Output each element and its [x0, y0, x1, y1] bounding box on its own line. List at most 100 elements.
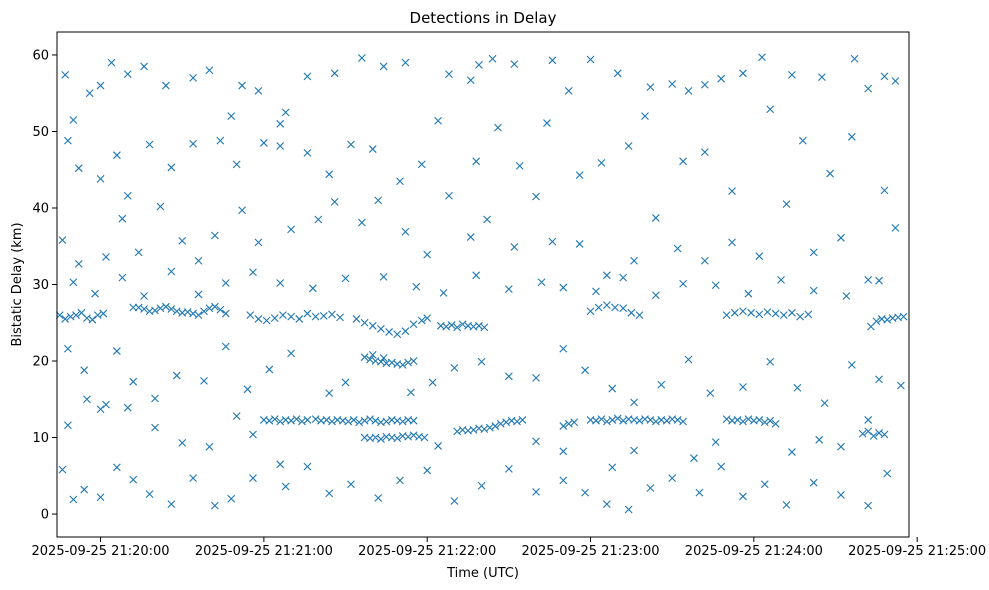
- data-point: [739, 307, 747, 316]
- data-point: [575, 171, 584, 179]
- data-point: [423, 466, 432, 475]
- data-point: [377, 324, 385, 333]
- data-point: [308, 284, 317, 293]
- data-point: [896, 381, 905, 390]
- data-point: [515, 162, 524, 170]
- data-point: [210, 302, 219, 311]
- data-point: [820, 399, 829, 407]
- data-point: [469, 425, 478, 434]
- data-point: [72, 311, 80, 319]
- data-point: [311, 312, 320, 321]
- data-point: [61, 70, 70, 79]
- data-point: [717, 74, 726, 83]
- data-point: [178, 438, 187, 447]
- data-point: [328, 417, 336, 426]
- data-point: [613, 414, 622, 423]
- data-point: [393, 434, 402, 443]
- data-point: [357, 54, 366, 62]
- data-point: [733, 416, 742, 424]
- data-point: [594, 303, 603, 312]
- data-point: [161, 302, 170, 311]
- data-point: [265, 365, 274, 374]
- data-point: [112, 151, 121, 160]
- data-point: [472, 271, 481, 280]
- data-point: [537, 278, 546, 287]
- data-point: [766, 105, 775, 114]
- data-point: [434, 442, 442, 450]
- data-point: [668, 80, 677, 88]
- data-point: [371, 416, 380, 425]
- data-point: [409, 320, 418, 329]
- data-point: [58, 465, 67, 474]
- data-point: [417, 160, 426, 169]
- data-point: [287, 225, 295, 234]
- data-point: [728, 238, 736, 247]
- data-point: [700, 80, 709, 89]
- data-point: [494, 123, 502, 132]
- data-point: [864, 276, 873, 284]
- data-point: [319, 311, 328, 320]
- x-tick-label: 2025-09-25 21:20:00: [32, 544, 170, 559]
- data-point: [352, 315, 361, 323]
- data-point: [581, 488, 589, 497]
- data-point: [730, 308, 739, 317]
- data-point: [287, 349, 295, 358]
- data-point: [485, 423, 494, 432]
- data-point: [872, 317, 881, 326]
- data-point: [651, 291, 660, 300]
- data-point: [423, 250, 432, 259]
- data-point: [837, 491, 845, 499]
- data-point: [210, 501, 219, 510]
- data-point: [295, 315, 304, 323]
- data-point: [287, 312, 295, 321]
- data-point: [679, 417, 687, 426]
- data-point: [112, 463, 121, 472]
- x-axis-ticks: 2025-09-25 21:20:00 2025-09-25 21:21:00 20…: [32, 537, 986, 559]
- data-point: [200, 307, 208, 316]
- data-point: [151, 423, 159, 432]
- data-point: [646, 416, 655, 424]
- data-point: [466, 233, 475, 241]
- data-point: [722, 415, 731, 424]
- data-point: [532, 373, 540, 382]
- x-axis-label: Time (UTC): [446, 566, 519, 581]
- data-point: [532, 192, 540, 201]
- data-point: [483, 215, 491, 224]
- y-axis-ticks: 0 10 20 30 40 50 60: [32, 48, 57, 523]
- data-point: [325, 389, 334, 398]
- data-point: [510, 60, 519, 69]
- data-point: [325, 170, 334, 179]
- data-point: [401, 227, 410, 236]
- data-point: [815, 435, 824, 444]
- data-point: [635, 311, 644, 319]
- data-point: [480, 425, 489, 434]
- data-point: [167, 163, 176, 172]
- data-point: [837, 442, 845, 451]
- data-point: [466, 76, 475, 85]
- data-point: [221, 279, 230, 287]
- data-point: [883, 469, 892, 478]
- data-point: [624, 505, 633, 514]
- data-point: [145, 140, 154, 149]
- data-point: [265, 416, 274, 425]
- data-point: [409, 431, 418, 440]
- data-point: [864, 84, 873, 93]
- data-point: [837, 233, 845, 242]
- x-tick-label: 2025-09-25 21:24:00: [685, 544, 823, 559]
- data-point: [303, 462, 312, 471]
- data-point: [641, 112, 649, 121]
- data-point: [755, 310, 764, 319]
- data-point: [270, 415, 279, 424]
- data-point: [88, 315, 97, 324]
- data-point: [543, 119, 551, 127]
- data-point: [314, 215, 323, 224]
- data-point: [69, 116, 78, 124]
- data-point: [532, 487, 540, 496]
- data-point: [491, 422, 500, 430]
- data-point: [303, 149, 312, 157]
- data-point: [129, 475, 138, 484]
- y-tick-label: 30: [32, 278, 49, 293]
- data-point: [281, 482, 290, 491]
- data-point: [112, 347, 121, 355]
- data-point: [276, 119, 285, 128]
